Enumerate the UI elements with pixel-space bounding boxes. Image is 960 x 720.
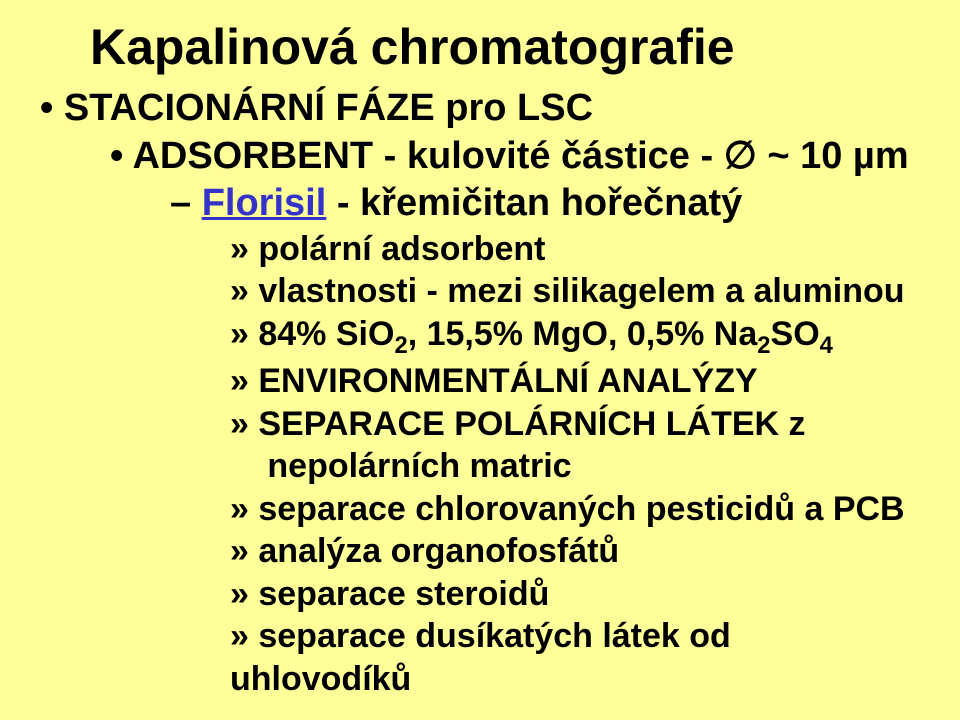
lvl4-text-2-sub2: 2 [757, 331, 770, 358]
lvl4-text-3: ENVIRONMENTÁLNÍ ANALÝZY [258, 362, 757, 400]
bullet-lvl1-text: STACIONÁRNÍ FÁZE pro LSC [64, 87, 593, 129]
bullet-lvl1-item: STACIONÁRNÍ FÁZE pro LSC [40, 85, 920, 133]
bullet-lvl4-item: analýza organofosfátů [230, 530, 920, 573]
lvl4-text-4: SEPARACE POLÁRNÍCH LÁTEK z nepolárních m… [258, 405, 805, 486]
bullet-lvl2-text: ADSORBENT - kulovité částice - ∅ ~ 10 µm [132, 135, 908, 177]
bullet-lvl3-rest: - křemičitan hořečnatý [326, 182, 742, 224]
lvl4-text-7: separace steroidů [258, 575, 549, 613]
lvl4-text-1: vlastnosti - mezi silikagelem a aluminou [258, 272, 904, 310]
lvl4-text-2-prefix: 84% SiO [258, 315, 394, 353]
bullet-lvl4-item: separace dusíkatých látek od uhlovodíků [230, 615, 920, 700]
lvl4-text-8: separace dusíkatých látek od uhlovodíků [230, 617, 731, 698]
slide-title: Kapalinová chromatografie [90, 20, 920, 75]
florisil-link[interactable]: Florisil [202, 182, 327, 224]
lvl4-text-2-mid2: SO [771, 315, 820, 353]
bullet-level-3-list: Florisil - křemičitan hořečnatý [170, 180, 920, 228]
bullet-lvl3-item: Florisil - křemičitan hořečnatý [170, 180, 920, 228]
bullet-lvl4-item: ENVIRONMENTÁLNÍ ANALÝZY [230, 360, 920, 403]
bullet-lvl2-item: ADSORBENT - kulovité částice - ∅ ~ 10 µm [110, 133, 920, 181]
bullet-lvl4-item: separace steroidů [230, 573, 920, 616]
lvl4-text-2-sub3: 4 [820, 331, 833, 358]
lvl4-text-6: analýza organofosfátů [258, 532, 619, 570]
lvl4-text-5: separace chlorovaných pesticidů a PCB [258, 490, 904, 528]
bullet-lvl4-item: vlastnosti - mezi silikagelem a aluminou [230, 270, 920, 313]
bullet-lvl4-item: separace chlorovaných pesticidů a PCB [230, 488, 920, 531]
bullet-lvl4-item: polární adsorbent [230, 228, 920, 271]
slide: Kapalinová chromatografie STACIONÁRNÍ FÁ… [0, 0, 960, 720]
lvl4-text-0: polární adsorbent [258, 230, 545, 268]
lvl4-text-2-mid: , 15,5% MgO, 0,5% Na [408, 315, 758, 353]
bullet-lvl4-item: 84% SiO2, 15,5% MgO, 0,5% Na2SO4 [230, 313, 920, 361]
lvl4-text-2-sub1: 2 [394, 331, 407, 358]
bullet-level-2-list: ADSORBENT - kulovité částice - ∅ ~ 10 µm [110, 133, 920, 181]
bullet-level-1-list: STACIONÁRNÍ FÁZE pro LSC [40, 85, 920, 133]
bullet-lvl4-item: SEPARACE POLÁRNÍCH LÁTEK z nepolárních m… [230, 403, 920, 488]
bullet-level-4-list: polární adsorbent vlastnosti - mezi sili… [230, 228, 920, 701]
